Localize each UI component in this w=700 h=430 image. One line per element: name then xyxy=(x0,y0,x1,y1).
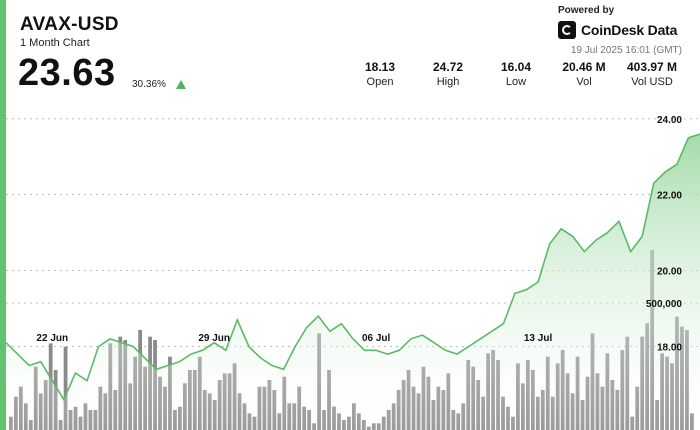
volume-bar xyxy=(63,346,68,430)
stat-open-label: Open xyxy=(366,76,394,88)
chart-period-label: 1 Month Chart xyxy=(20,37,90,49)
stat-vol-usd: 403.97 M Vol USD xyxy=(618,60,686,88)
x-tick-label: 29 Jun xyxy=(198,333,230,344)
stats-panel: 18.13 Open 24.72 High 16.04 Low 20.46 M … xyxy=(346,60,686,88)
y-axis-labels: 18.00 20.00 22.00 24.00 xyxy=(657,115,682,354)
pair-title: AVAX-USD xyxy=(20,14,119,35)
coindesk-logo-icon xyxy=(558,21,576,39)
x-tick-label: 22 Jun xyxy=(36,333,68,344)
y-tick-label: 24.00 xyxy=(657,115,682,126)
stat-vol-value: 20.46 M xyxy=(562,60,606,74)
y-tick-label: 22.00 xyxy=(657,191,682,202)
price-area xyxy=(6,134,700,430)
y-tick-label: 18.00 xyxy=(657,343,682,354)
brand-name: CoinDesk Data xyxy=(581,22,678,38)
y-tick-label: 20.00 xyxy=(657,267,682,278)
coindesk-data-logo[interactable]: CoinDesk Data xyxy=(558,20,677,40)
stat-high-label: High xyxy=(436,76,460,88)
x-tick-label: 13 Jul xyxy=(524,333,553,344)
price-line xyxy=(5,133,700,402)
stat-vol: 20.46 M Vol xyxy=(550,60,618,88)
powered-by-label: Powered by xyxy=(558,5,615,16)
stat-low-label: Low xyxy=(505,76,527,88)
timestamp: 19 Jul 2025 16:01 (GMT) xyxy=(570,45,682,56)
accent-bar xyxy=(0,0,6,430)
stat-low-value: 16.04 xyxy=(500,60,532,74)
x-axis-labels: 22 Jun 29 Jun 06 Jul 13 Jul xyxy=(36,333,552,344)
stat-high: 24.72 High xyxy=(414,60,482,88)
stat-low: 16.04 Low xyxy=(482,60,550,88)
stat-open: 18.13 Open xyxy=(346,60,414,88)
up-arrow-icon xyxy=(176,80,186,89)
stat-vol-label: Vol xyxy=(576,76,592,88)
current-price: 23.63 xyxy=(18,52,116,94)
stat-high-value: 24.72 xyxy=(432,60,464,74)
price-change-percent: 30.36% xyxy=(132,79,166,90)
x-tick-label: 06 Jul xyxy=(362,333,391,344)
volume-tick-label: 500,000 xyxy=(646,299,683,310)
stat-open-value: 18.13 xyxy=(364,60,396,74)
stat-vol-usd-label: Vol USD xyxy=(631,76,673,88)
stat-vol-usd-value: 403.97 M xyxy=(626,60,678,74)
